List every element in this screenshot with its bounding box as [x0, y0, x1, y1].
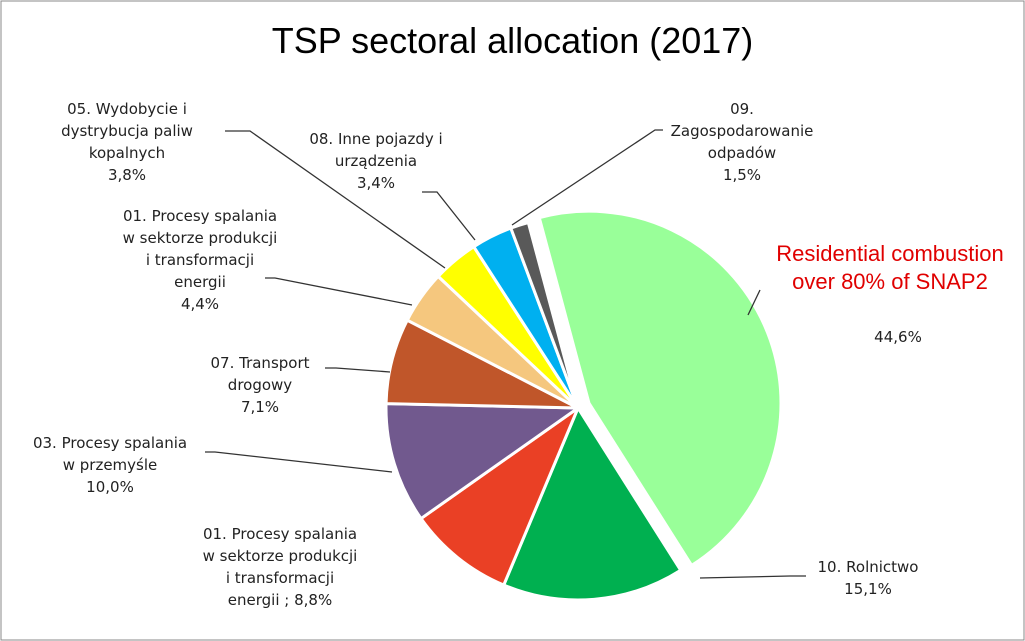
slice-label: 01. Procesy spalania w sektorze produkcj…: [203, 523, 358, 611]
category-label: 05. Wydobycie i dystrybucja paliw kopaln…: [61, 100, 193, 162]
annotation: Residential combustion over 80% of SNAP2: [776, 241, 1004, 294]
leader-lines: [205, 129, 806, 579]
pie-slice: [501, 404, 683, 602]
value-label: 3,4%: [356, 174, 396, 192]
category-label: 08. Inne pojazdy i urządzenia: [309, 130, 443, 170]
slice-label: 07. Transport drogowy 7,1%: [210, 352, 309, 418]
slice-label: 09. Zagospodarowanie odpadów 1,5%: [671, 98, 814, 186]
value-label: 4,4%: [180, 295, 220, 313]
slice-label: 08. Inne pojazdy i urządzenia 3,4%: [309, 128, 442, 194]
slice-label: 44,6%: [874, 326, 922, 348]
slice-label: 01. Procesy spalania w sektorze produkcj…: [123, 205, 278, 315]
slice-label: 05. Wydobycie i dystrybucja paliw kopaln…: [61, 98, 193, 186]
category-label: 03. Procesy spalania w przemyśle: [32, 434, 188, 474]
value-label: 15,1%: [844, 580, 892, 598]
category-label: 01. Procesy spalania w sektorze produkcj…: [122, 207, 278, 291]
category-label: 01. Procesy spalania w sektorze produkcj…: [202, 525, 358, 609]
pie-slice: [508, 220, 580, 409]
pie-slice: [418, 403, 582, 588]
pie-slice: [384, 402, 583, 521]
value-label: 44,6%: [874, 328, 922, 346]
value-label: 7,1%: [240, 398, 280, 416]
category-label: 07. Transport drogowy: [210, 354, 310, 394]
slice-label: 03. Procesy spalania w przemyśle 10,0%: [33, 432, 187, 498]
chart-title: TSP sectoral allocation (2017): [271, 20, 754, 61]
pie-slice: [537, 209, 783, 568]
value-label: 1,5%: [722, 166, 762, 184]
category-label: 10. Rolnictwo: [817, 558, 919, 576]
category-label: 09. Zagospodarowanie odpadów: [670, 100, 814, 162]
value-label: 10,0%: [86, 478, 134, 496]
value-label: 3,8%: [107, 166, 147, 184]
slice-label: 10. Rolnictwo 15,1%: [818, 556, 919, 600]
value-label: 8,8%: [294, 591, 333, 609]
